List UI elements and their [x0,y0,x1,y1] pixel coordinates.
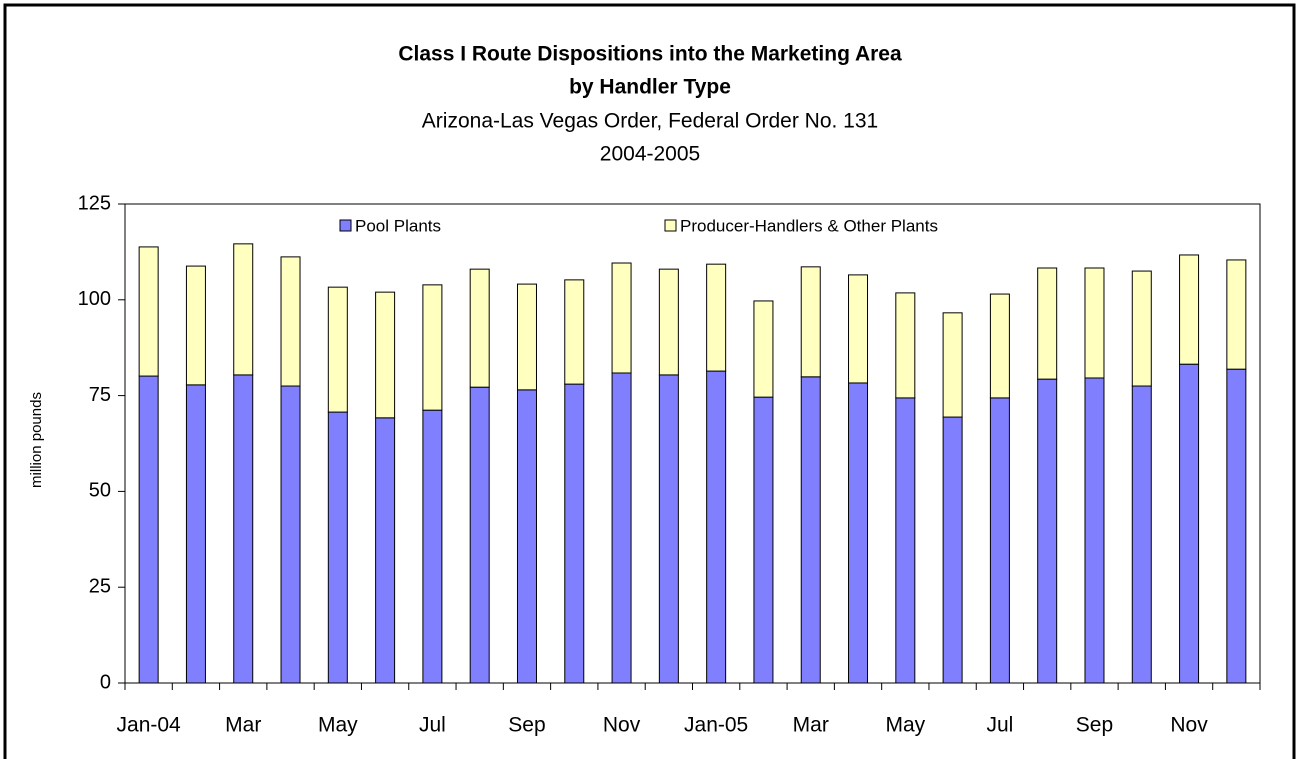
legend-swatch [664,219,677,232]
x-tick-label: Jul [419,714,446,737]
legend-swatch [339,219,352,232]
x-tick-label: Sep [1076,714,1113,737]
bar-segment [989,293,1010,399]
bar-segment [233,243,254,376]
bar-segment [1179,254,1200,365]
bar-segment [989,397,1010,684]
bar-segment [233,374,254,684]
y-axis-label: million pounds [28,392,45,488]
y-tick-label: 75 [89,384,111,406]
x-tick-label: Mar [225,714,261,737]
chart-title: Class I Route Dispositions into the Mark… [398,43,902,66]
x-tick-label: Sep [508,714,545,737]
bar-segment [516,389,537,684]
bar-segment [422,284,443,411]
bar-segment [706,263,727,372]
x-tick-label: May [885,714,925,737]
legend-label: Producer-Handlers & Other Plants [680,216,938,235]
bar-segment [138,375,159,684]
bar-segment [800,376,821,684]
bar-segment [327,286,348,413]
bar-segment [753,396,774,684]
bar-segment [138,246,159,377]
bar-segment [942,416,963,684]
bar-segment [1131,270,1152,387]
bar-segment [327,411,348,684]
chart-title: by Handler Type [569,76,731,99]
bar-segment [800,266,821,378]
x-tick-label: Jan-04 [117,714,182,737]
x-tick-label: Jul [986,714,1013,737]
legend-label: Pool Plants [355,216,441,235]
bar-segment [516,283,537,391]
chart-subtitle: Arizona-Las Vegas Order, Federal Order N… [422,110,878,133]
y-tick-label: 125 [78,192,111,214]
bar-segment [1226,368,1247,684]
bar-segment [1037,267,1058,380]
bar-segment [895,397,916,684]
bar-segment [375,291,396,419]
y-tick-label: 25 [89,575,111,597]
bar-segment [848,274,869,384]
bar-segment [658,268,679,376]
bar-segment [280,256,301,387]
bar-segment [1179,363,1200,684]
x-tick-label: May [318,714,358,737]
bar-segment [611,372,632,684]
bar-segment [280,385,301,684]
plot-area [124,203,1261,684]
bar-segment [706,370,727,684]
bar-segment [942,312,963,418]
bar-segment [375,417,396,684]
bar-segment [1037,378,1058,684]
y-tick-label: 0 [100,671,111,693]
bar-segment [469,386,490,684]
bar-segment [469,268,490,388]
bar-segment [1226,259,1247,370]
bar-segment [658,374,679,684]
bar-segment [1084,377,1105,684]
bar-segment [564,383,585,684]
x-tick-label: Nov [1170,714,1208,737]
x-tick-label: Mar [793,714,829,737]
bar-segment [1084,267,1105,379]
bar-segment [895,292,916,399]
bar-segment [753,300,774,398]
chart-subtitle: 2004-2005 [600,143,700,166]
y-tick-label: 100 [78,288,111,310]
bar-segment [611,262,632,374]
y-tick-label: 50 [89,480,111,502]
x-tick-label: Nov [603,714,641,737]
bar-segment [1131,385,1152,684]
bar-segment [185,384,206,684]
bar-segment [848,382,869,684]
bar-segment [185,265,206,386]
x-tick-label: Jan-05 [684,714,748,737]
bar-segment [422,409,443,684]
bar-segment [564,279,585,385]
